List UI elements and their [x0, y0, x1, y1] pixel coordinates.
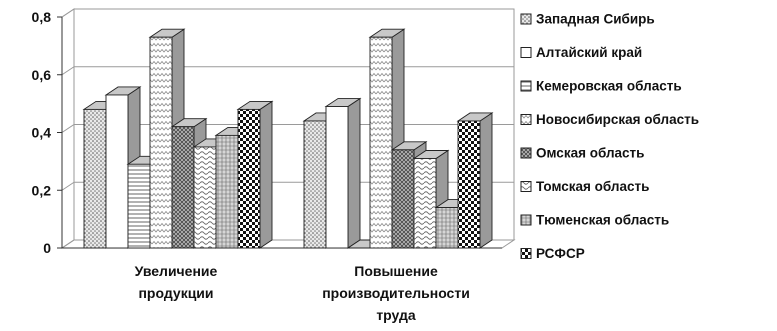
legend-item: Томская область [520, 179, 649, 194]
x-category-label: труда [376, 307, 416, 323]
x-category-label: производительности [322, 285, 470, 301]
bar-front [391, 149, 415, 249]
bar [236, 100, 274, 249]
gridline-connector [61, 66, 75, 76]
legend-swatch [520, 114, 532, 125]
legend-label: Тюменская область [536, 213, 669, 228]
bar-side [259, 100, 273, 249]
legend-swatch [520, 214, 532, 226]
y-tick-label: 0,6 [32, 67, 52, 83]
legend-label: Омская область [536, 146, 644, 161]
bar-front [83, 108, 107, 249]
bar-front [237, 108, 261, 249]
legend-item: Кемеровская область [520, 79, 682, 94]
bar-front [303, 120, 327, 249]
legend-label: Алтайский край [536, 45, 642, 60]
legend-swatch [520, 248, 532, 259]
legend-label: Кемеровская область [536, 79, 682, 94]
legend-swatch [520, 13, 532, 25]
x-category-label: Повышение [354, 263, 438, 279]
bar-front [215, 134, 239, 249]
legend-item: Алтайский край [520, 45, 642, 60]
gridline-connector [61, 181, 75, 191]
x-axis-categories: Увеличение продукции Повышение производител… [135, 263, 470, 323]
y-tick-label: 0 [43, 240, 51, 256]
bar-front [413, 158, 437, 249]
legend: Западная Сибирь Алтайский край Кемеровская… [520, 12, 699, 261]
y-tick-label: 0,4 [32, 125, 52, 141]
bar-front [105, 94, 129, 249]
x-category-label: продукции [138, 285, 213, 301]
legend-swatch [520, 80, 532, 92]
bar-front [127, 163, 151, 249]
bar-side [347, 97, 361, 249]
bar-front [325, 106, 349, 249]
legend-item: Новосибирская область [520, 112, 699, 127]
x-category-label: Увеличение [135, 263, 218, 279]
bar-front [435, 207, 459, 249]
legend-swatch [520, 147, 532, 159]
legend-swatch [520, 47, 532, 58]
legend-swatch [520, 181, 532, 192]
y-tick-label: 0,8 [32, 9, 52, 25]
legend-label: РСФСР [536, 246, 585, 261]
legend-item: Омская область [520, 146, 644, 161]
bars [82, 28, 494, 249]
legend-item: РСФСР [520, 246, 585, 261]
bar-front [193, 146, 217, 249]
legend-item: Западная Сибирь [520, 12, 655, 27]
bar [456, 112, 494, 249]
gridline-connector [61, 124, 75, 133]
bar-side [479, 112, 493, 249]
legend-label: Новосибирская область [536, 112, 699, 127]
bar-front [457, 120, 481, 249]
bar-front [369, 36, 393, 249]
legend-item: Тюменская область [520, 213, 669, 228]
bar-front [171, 126, 195, 249]
bar [324, 97, 362, 249]
y-tick-label: 0,2 [32, 182, 52, 198]
bar-front [149, 36, 173, 249]
legend-label: Томская область [536, 179, 649, 194]
legend-label: Западная Сибирь [536, 12, 655, 27]
